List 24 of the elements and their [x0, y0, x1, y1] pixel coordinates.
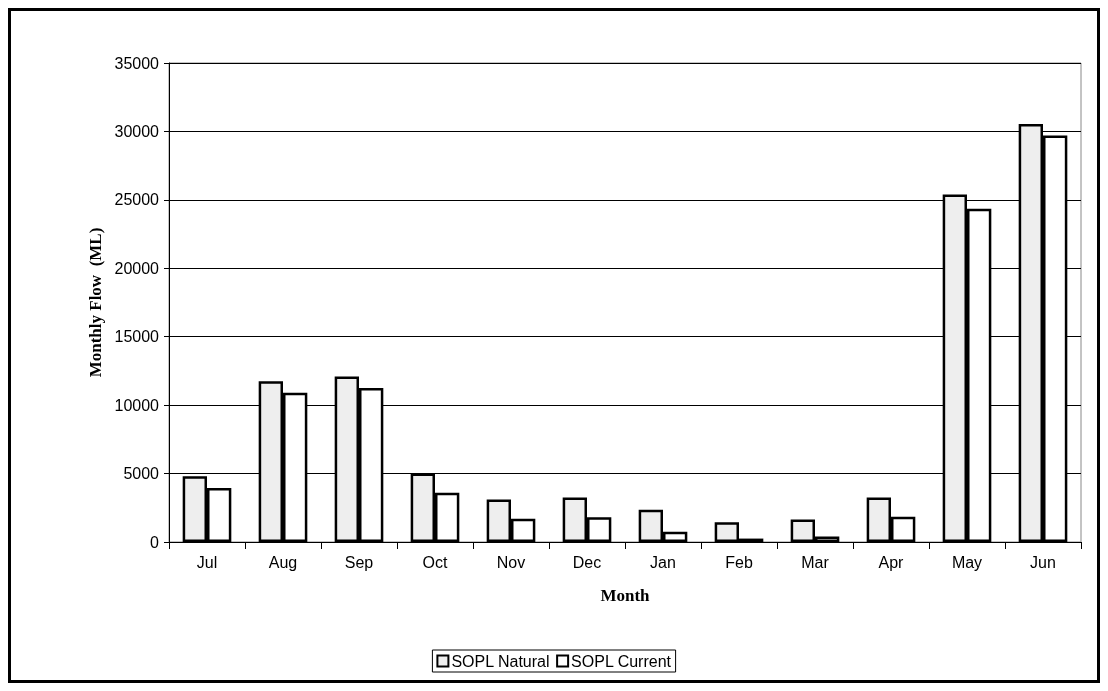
legend-label: SOPL Current	[571, 652, 672, 670]
y-tick-label: 15000	[114, 328, 160, 346]
y-tick-label: 20000	[114, 259, 160, 277]
x-tick-label: Feb	[725, 553, 753, 571]
y-tick-label: 30000	[114, 122, 160, 140]
y-tick-label: 25000	[114, 191, 160, 209]
y-tick-label: 0	[150, 533, 160, 551]
y-tick-label: 35000	[114, 54, 160, 72]
x-tick-label: Jul	[196, 553, 218, 571]
x-tick-label: Oct	[422, 553, 448, 571]
legend-label: SOPL Natural	[451, 652, 550, 670]
x-tick-label: Aug	[268, 553, 298, 571]
y-axis-title: Monthly Flow (ML)	[85, 227, 105, 378]
x-tick-label: Sep	[344, 553, 374, 571]
x-tick-label: May	[951, 553, 983, 571]
x-tick-label: Dec	[572, 553, 602, 571]
x-tick-label: Mar	[801, 553, 830, 571]
x-tick-label: Nov	[496, 553, 526, 571]
x-tick-label: Jun	[1030, 553, 1056, 571]
y-tick-label: 5000	[123, 465, 160, 483]
y-tick-label: 10000	[114, 396, 160, 414]
x-axis-title: Month	[600, 586, 651, 605]
x-tick-label: Apr	[878, 553, 905, 571]
x-tick-label: Jan	[650, 553, 676, 571]
